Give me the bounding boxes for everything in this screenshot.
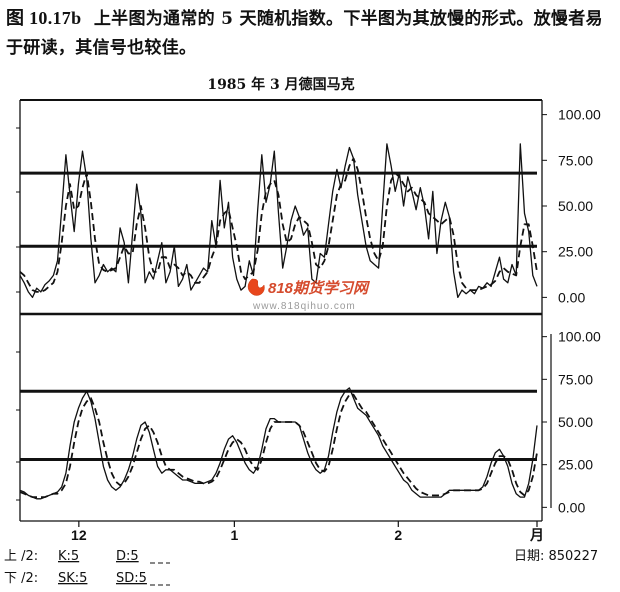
- footer-upper-d: D:5: [116, 549, 139, 564]
- x-tick-label: 月: [529, 527, 544, 543]
- y-tick-label: 0.00: [558, 499, 585, 515]
- y-tick-label: 75.00: [558, 152, 593, 168]
- reference-lines: [20, 171, 537, 462]
- y-tick-label: 75.00: [558, 371, 593, 387]
- y-tick-label: 0.00: [558, 289, 585, 305]
- footer-lower-label: 下 /2:: [4, 571, 38, 586]
- x-tick-label: 1: [230, 527, 238, 543]
- footer-lower-sk: SK:5: [58, 571, 87, 586]
- figure-caption-text: 上半图为通常的 5 天随机指数。下半图为其放慢的形式。放慢者易于研读，其信号也较…: [6, 9, 603, 58]
- watermark: 818期货学习网 www.818qihuo.com: [247, 278, 371, 312]
- watermark-brand: 818期货学习网: [268, 279, 371, 297]
- tick-labels: 100.00 75.00 50.00 25.00 0.00 100.00 75.00 50.0…: [71, 107, 601, 543]
- chart-title: 1985 年 3 月德国马克: [207, 76, 354, 93]
- chart-footer: 上 /2: K:5 D:5 下 /2: SK:5 SD:5 日期: 850227: [4, 549, 598, 586]
- x-tick-label: 2: [394, 527, 402, 543]
- lower-dashed-series: [19, 393, 538, 499]
- upper-dashed-series: [19, 157, 538, 293]
- y-tick-label: 100.00: [558, 329, 601, 345]
- y-tick-label: 50.00: [558, 198, 593, 214]
- y-tick-label: 25.00: [558, 244, 593, 260]
- figure-caption: 图 10.17b 上半图为通常的 5 天随机指数。下半图为其放慢的形式。放慢者易…: [6, 4, 612, 63]
- figure-number: 图 10.17b: [6, 8, 82, 28]
- watermark-url: www.818qihuo.com: [252, 301, 356, 312]
- y-tick-label: 100.00: [558, 107, 601, 123]
- x-tick-label: 12: [71, 527, 87, 543]
- footer-upper-k: K:5: [58, 549, 79, 564]
- y-tick-label: 50.00: [558, 414, 593, 430]
- upper-solid-series: [19, 143, 538, 299]
- footer-lower-sd: SD:5: [116, 571, 147, 586]
- chart-frame: [16, 99, 552, 522]
- lower-solid-series: [19, 387, 538, 500]
- footer-upper-label: 上 /2:: [4, 549, 38, 564]
- flame-logo-icon: [247, 278, 265, 296]
- footer-date: 日期: 850227: [514, 549, 598, 564]
- y-tick-label: 25.00: [558, 457, 593, 473]
- series-layer: [19, 143, 538, 500]
